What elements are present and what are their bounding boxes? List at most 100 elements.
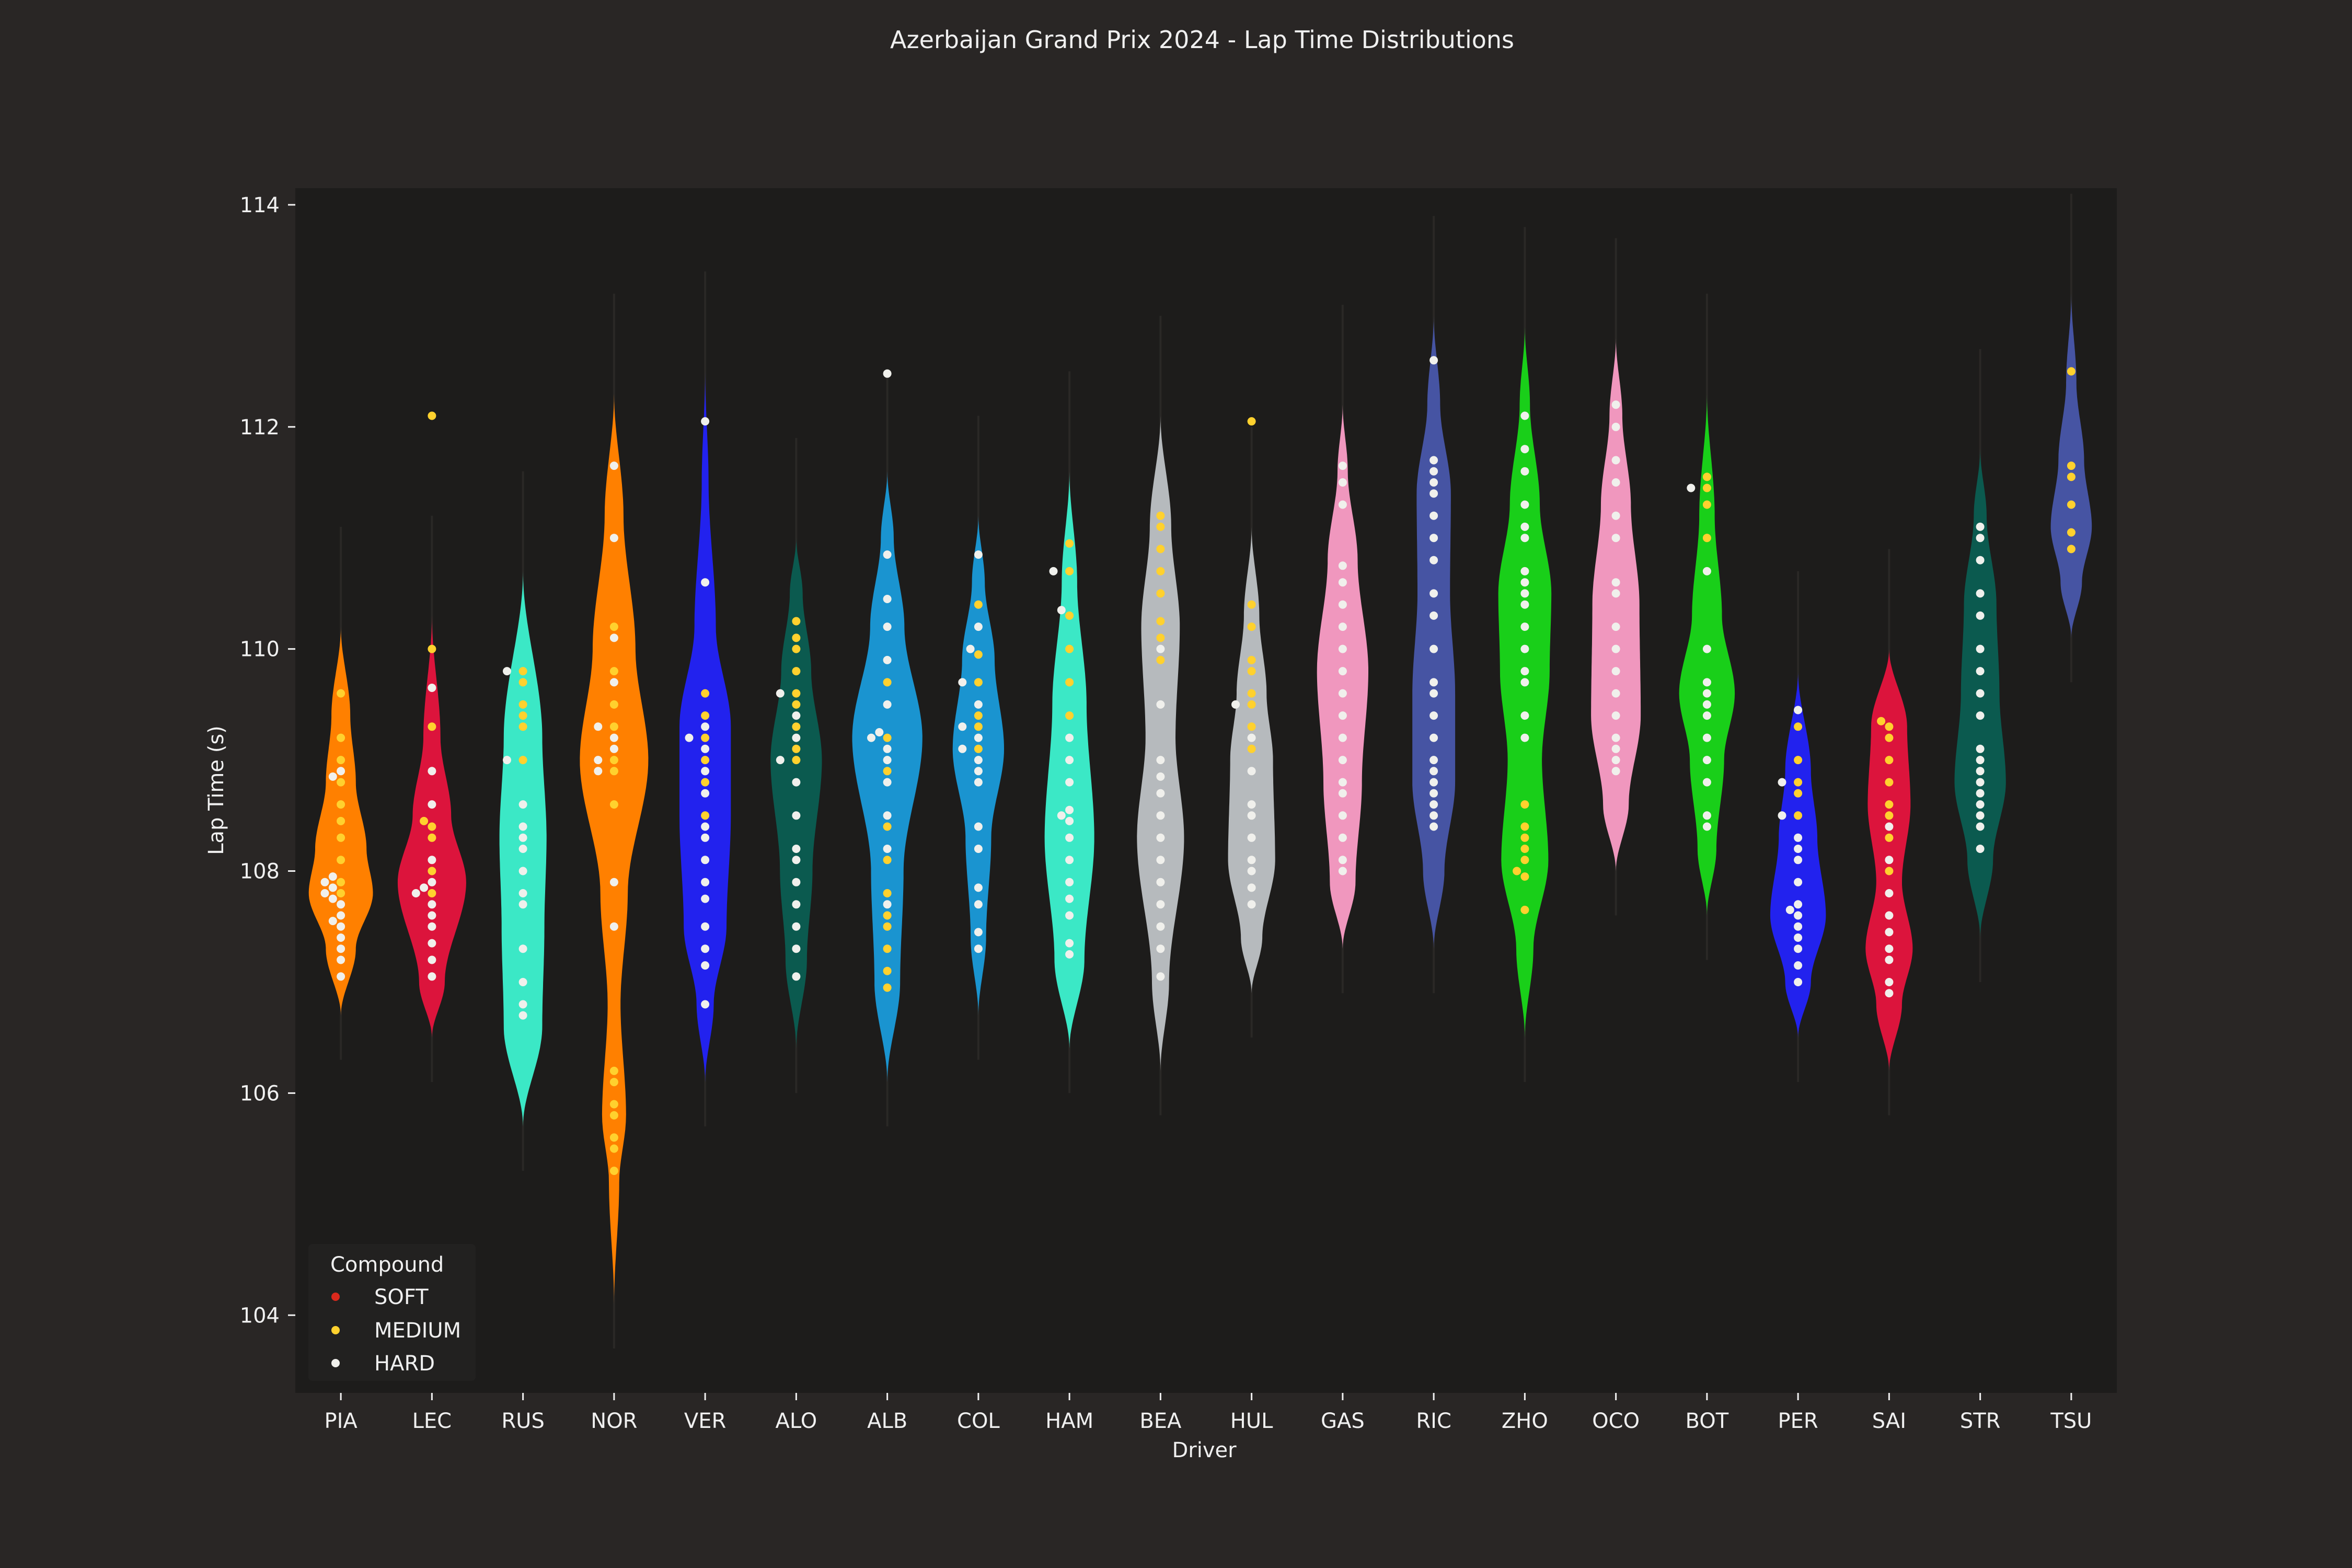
lap-point-bea-hard [1156, 833, 1165, 842]
lap-point-str-hard [1976, 767, 1985, 776]
legend: Compound SOFT MEDIUM HARD [308, 1244, 476, 1381]
lap-point-str-hard [1976, 534, 1985, 543]
lap-point-ric-hard [1429, 478, 1438, 487]
lap-point-gas-hard [1338, 600, 1347, 609]
lap-point-col-hard [974, 845, 983, 853]
lap-point-lec-medium [428, 411, 436, 420]
lap-point-zho-medium [1520, 833, 1529, 842]
lap-point-bea-hard [1156, 878, 1165, 886]
lap-point-zho-medium [1520, 905, 1529, 914]
lap-point-alb-medium [883, 822, 892, 831]
lap-point-col-hard [958, 722, 967, 731]
lap-point-alb-medium [883, 733, 892, 742]
lap-point-lec-hard [428, 856, 436, 864]
lap-point-bot-hard [1702, 811, 1711, 820]
lap-point-zho-hard [1520, 500, 1529, 509]
x-tick-label-sai: SAI [1872, 1409, 1906, 1433]
lap-point-nor-hard [609, 922, 618, 931]
lap-point-bea-hard [1156, 972, 1165, 981]
lap-point-lec-medium [428, 867, 436, 875]
lap-point-bea-medium [1156, 655, 1165, 664]
lap-point-ric-hard [1429, 733, 1438, 742]
x-tick-label-bea: BEA [1139, 1409, 1182, 1433]
lap-point-ric-hard [1429, 789, 1438, 798]
lap-point-bea-hard [1156, 856, 1165, 864]
lap-point-col-medium [974, 711, 983, 720]
lap-point-oco-hard [1611, 767, 1620, 776]
lap-point-ric-hard [1429, 644, 1438, 653]
lap-point-ver-hard [701, 1000, 710, 1009]
lap-point-ham-medium [1065, 567, 1074, 575]
x-tick-label-pia: PIA [324, 1409, 358, 1433]
lap-point-alo-medium [792, 644, 801, 653]
lap-point-col-medium [974, 744, 983, 753]
lap-point-zho-medium [1520, 856, 1529, 864]
lap-point-ham-medium [1065, 678, 1074, 687]
lap-point-oco-hard [1611, 644, 1620, 653]
violin-alb [852, 471, 923, 1082]
lap-point-ver-hard [701, 578, 710, 587]
lap-point-rus-hard [518, 833, 527, 842]
lap-point-col-hard [974, 928, 983, 937]
lap-point-nor-medium [609, 1133, 618, 1142]
lap-point-alo-hard [792, 711, 801, 720]
lap-point-ham-hard [1057, 811, 1066, 820]
lap-point-pia-hard [337, 911, 345, 920]
lap-point-pia-hard [337, 922, 345, 931]
legend-label-medium: MEDIUM [374, 1319, 461, 1343]
lap-point-rus-hard [518, 845, 527, 853]
lap-point-ver-medium [701, 733, 710, 742]
lap-point-bot-medium [1702, 483, 1711, 492]
lap-point-nor-hard [609, 633, 618, 642]
lap-point-nor-hard [609, 462, 618, 470]
lap-point-sai-hard [1885, 955, 1894, 964]
lap-point-ham-medium [1065, 711, 1074, 720]
lap-point-str-hard [1976, 811, 1985, 820]
lap-point-pia-hard [328, 883, 337, 892]
points-layer [320, 356, 2076, 1175]
lap-point-str-hard [1976, 667, 1985, 676]
y-tick-label: 112 [240, 416, 280, 440]
lap-point-pia-hard [328, 872, 337, 881]
lap-point-zho-hard [1520, 578, 1529, 587]
lap-point-alb-medium [883, 966, 892, 975]
lap-point-nor-medium [609, 1111, 618, 1120]
lap-point-zho-hard [1520, 622, 1529, 631]
lap-point-tsu-medium [2067, 472, 2076, 481]
lap-point-per-hard [1794, 911, 1803, 920]
y-tick-label: 110 [240, 638, 280, 662]
lap-point-pia-hard [337, 933, 345, 942]
lap-point-bea-hard [1156, 772, 1165, 781]
x-tick-label-zho: ZHO [1502, 1409, 1548, 1433]
lap-point-nor-hard [609, 733, 618, 742]
lap-point-per-hard [1794, 833, 1803, 842]
lap-point-hul-hard [1247, 883, 1256, 892]
y-tick-label: 106 [240, 1081, 280, 1105]
lap-point-per-hard [1785, 905, 1794, 914]
lap-point-ric-hard [1429, 456, 1438, 465]
lap-point-sai-medium [1877, 717, 1886, 725]
lap-point-alo-hard [776, 756, 785, 765]
lap-point-gas-hard [1338, 867, 1347, 875]
lap-point-zho-hard [1520, 567, 1529, 575]
lap-point-col-hard [974, 700, 983, 709]
legend-label-hard: HARD [374, 1352, 435, 1376]
lap-point-rus-medium [518, 722, 527, 731]
lap-point-sai-medium [1885, 867, 1894, 875]
lap-point-bea-medium [1156, 545, 1165, 554]
lap-point-gas-hard [1338, 711, 1347, 720]
lap-point-ham-hard [1065, 856, 1074, 864]
lap-point-nor-hard [609, 534, 618, 543]
lap-point-ric-hard [1429, 489, 1438, 498]
lap-point-col-hard [958, 744, 967, 753]
lap-point-rus-medium [518, 667, 527, 676]
lap-point-rus-medium [518, 711, 527, 720]
lap-point-oco-hard [1611, 534, 1620, 543]
lap-point-bea-hard [1156, 700, 1165, 709]
lap-point-bot-medium [1702, 500, 1711, 509]
lap-point-alb-medium [883, 678, 892, 687]
lap-point-per-medium [1794, 811, 1803, 820]
lap-point-ric-hard [1429, 556, 1438, 564]
lap-point-oco-hard [1611, 711, 1620, 720]
